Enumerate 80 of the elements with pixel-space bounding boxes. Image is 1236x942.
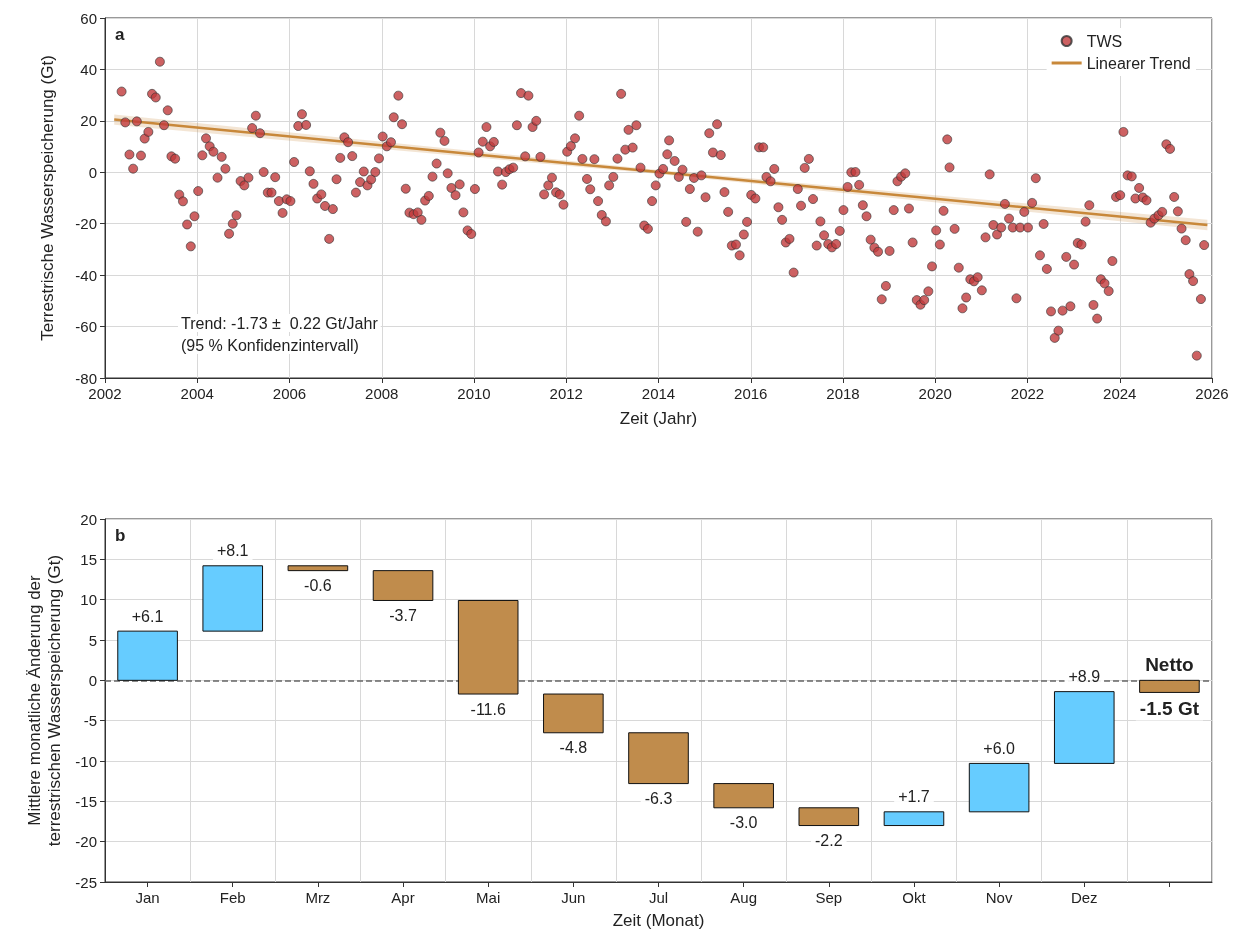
bar (117, 630, 178, 681)
x-tick-label: Aug (730, 889, 758, 906)
x-tick-label: 2016 (734, 385, 768, 402)
y-axis-title: Terrestrische Wasserspeicherung (Gt) (37, 55, 57, 341)
bar (287, 565, 349, 572)
x-tick-label: 2014 (641, 385, 676, 402)
annotation: Netto (1145, 654, 1194, 676)
legend-label: Linearer Trend (1086, 54, 1191, 72)
y-tick-label: 10 (80, 591, 97, 609)
x-tick-label: Jan (135, 889, 160, 906)
bar (798, 807, 860, 827)
y-tick-label: 60 (80, 9, 97, 27)
bar (543, 693, 604, 734)
x-axis-title: Zeit (Jahr) (619, 408, 698, 428)
y-tick-label: -40 (75, 266, 97, 284)
x-tick-label: Mai (476, 889, 501, 906)
bar (1139, 679, 1200, 693)
bar (372, 570, 434, 601)
annotation: a (115, 25, 125, 44)
x-tick-label: Jun (561, 889, 586, 906)
x-tick-label: Dez (1070, 889, 1098, 906)
x-tick-label: Feb (219, 889, 246, 906)
x-tick-label: 2018 (826, 385, 860, 402)
y-tick-label: -20 (75, 215, 97, 233)
bar (457, 599, 519, 695)
bar (713, 783, 774, 809)
bar (202, 565, 264, 632)
x-tick-label: Okt (902, 889, 927, 906)
data-label: +8.1 (216, 542, 249, 560)
data-label: +8.9 (1068, 668, 1101, 686)
y-tick-label: -10 (75, 752, 97, 770)
x-tick-label: 2026 (1195, 385, 1229, 402)
x-tick-label: Apr (391, 889, 415, 906)
y-tick-label: 0 (88, 163, 97, 181)
data-label: -3.0 (729, 814, 758, 832)
x-tick-label: 2006 (272, 385, 307, 402)
y-tick-label: 20 (80, 510, 97, 528)
data-label: +6.1 (131, 607, 164, 625)
x-tick-label: 2020 (918, 385, 952, 402)
x-tick-label: 2004 (180, 385, 214, 402)
data-label: -4.8 (559, 739, 588, 757)
annotation: Trend: -1.73 ± 0.22 Gt/Jahr (181, 314, 379, 332)
annotation: b (115, 526, 126, 545)
y-tick-label: 5 (88, 631, 97, 649)
x-tick-label: Sep (815, 889, 843, 906)
bar (628, 732, 689, 785)
y-tick-label: 40 (80, 60, 97, 78)
data-label: -2.2 (815, 832, 843, 850)
y-tick-label: 0 (88, 671, 97, 689)
y-tick-label: -20 (75, 833, 97, 851)
x-tick-label: 2008 (365, 385, 399, 402)
y-axis-title: Mittlere monatliche Änderung der terrestrischen Wasserspeicherung (Gt) (24, 554, 64, 847)
y-tick-label: -80 (75, 369, 97, 387)
x-tick-label: 2010 (457, 385, 491, 402)
x-tick-label: 2002 (88, 385, 122, 402)
annotation: (95 % Konfidenzintervall) (181, 336, 359, 354)
y-tick-label: 15 (80, 550, 97, 568)
y-tick-label: 20 (80, 112, 97, 130)
y-tick-label: -25 (75, 873, 97, 891)
bar (1053, 691, 1115, 764)
data-label: -3.7 (389, 606, 417, 624)
x-tick-label: 2012 (549, 385, 583, 402)
x-tick-label: Nov (985, 889, 1013, 906)
y-tick-label: -15 (75, 792, 97, 810)
x-tick-label: Jul (648, 889, 669, 906)
y-tick-label: -5 (83, 712, 97, 730)
data-label: +6.0 (983, 739, 1016, 757)
bar (968, 762, 1030, 813)
data-label: +1.7 (898, 788, 930, 806)
x-tick-label: 2022 (1010, 385, 1045, 402)
x-tick-label: 2024 (1103, 385, 1137, 402)
x-tick-label: Mrz (305, 889, 331, 906)
x-axis-title: Zeit (Monat) (612, 911, 705, 930)
bar (883, 811, 945, 827)
data-label: -1.5 Gt (1139, 698, 1200, 720)
data-label: -11.6 (470, 700, 506, 718)
data-label: -0.6 (304, 577, 332, 595)
legend-label: TWS (1086, 32, 1123, 50)
data-label: -6.3 (644, 790, 673, 808)
y-tick-label: -60 (75, 318, 97, 336)
